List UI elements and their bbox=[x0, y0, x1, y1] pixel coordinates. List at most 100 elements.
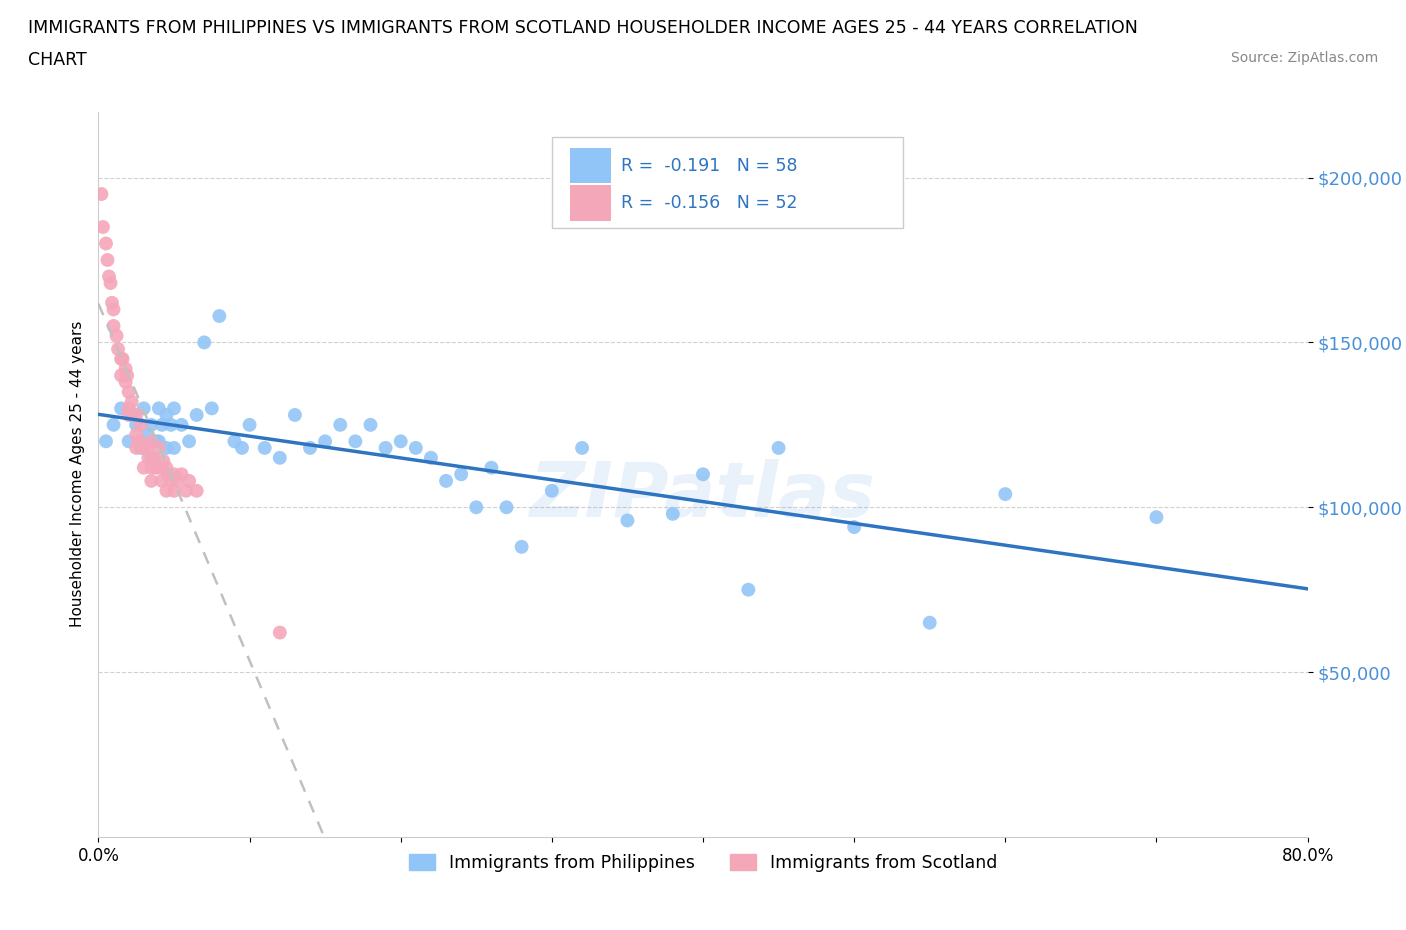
Point bbox=[107, 341, 129, 356]
Point bbox=[768, 441, 790, 456]
Point bbox=[465, 499, 488, 514]
FancyBboxPatch shape bbox=[569, 185, 612, 221]
Point bbox=[163, 441, 186, 456]
Point bbox=[163, 401, 186, 416]
Point bbox=[152, 454, 174, 469]
Point bbox=[141, 434, 163, 449]
Point bbox=[253, 441, 276, 456]
Point bbox=[405, 441, 427, 456]
Point bbox=[110, 368, 132, 383]
Point bbox=[481, 460, 503, 475]
Point bbox=[105, 328, 128, 343]
Point bbox=[101, 296, 124, 311]
Point bbox=[145, 460, 167, 475]
Point bbox=[136, 450, 159, 465]
Point bbox=[135, 441, 157, 456]
Point bbox=[374, 441, 396, 456]
Text: ZIPatlas: ZIPatlas bbox=[530, 459, 876, 533]
Point bbox=[118, 384, 141, 399]
Text: R =  -0.191   N = 58: R = -0.191 N = 58 bbox=[621, 156, 797, 175]
Point bbox=[284, 407, 307, 422]
Point bbox=[118, 434, 141, 449]
Point bbox=[141, 473, 163, 488]
Point bbox=[148, 460, 170, 475]
Point bbox=[616, 513, 638, 528]
Point bbox=[103, 318, 125, 333]
Point bbox=[193, 335, 215, 350]
Point bbox=[103, 418, 125, 432]
Point bbox=[160, 473, 183, 488]
Point bbox=[201, 401, 224, 416]
Point bbox=[145, 434, 167, 449]
Point bbox=[94, 434, 117, 449]
Point bbox=[179, 434, 201, 449]
Point bbox=[129, 418, 152, 432]
Point bbox=[91, 219, 114, 234]
Point bbox=[98, 269, 121, 284]
Point bbox=[1144, 510, 1167, 525]
Point bbox=[163, 484, 186, 498]
Legend: Immigrants from Philippines, Immigrants from Scotland: Immigrants from Philippines, Immigrants … bbox=[402, 847, 1004, 879]
Point bbox=[844, 520, 866, 535]
Point bbox=[132, 460, 155, 475]
FancyBboxPatch shape bbox=[551, 137, 903, 228]
Point bbox=[132, 401, 155, 416]
Point bbox=[155, 407, 177, 422]
Point bbox=[170, 418, 193, 432]
Point bbox=[692, 467, 714, 482]
Point bbox=[179, 473, 201, 488]
Point bbox=[299, 441, 322, 456]
Point bbox=[114, 375, 136, 390]
Point bbox=[155, 460, 177, 475]
Point bbox=[239, 418, 262, 432]
Point bbox=[160, 418, 183, 432]
Point bbox=[994, 486, 1017, 501]
Text: R =  -0.156   N = 52: R = -0.156 N = 52 bbox=[621, 194, 797, 212]
Point bbox=[150, 473, 173, 488]
Point bbox=[495, 499, 517, 514]
Point bbox=[121, 407, 143, 422]
Point bbox=[434, 473, 457, 488]
Point bbox=[132, 441, 155, 456]
Point bbox=[125, 427, 148, 442]
Point bbox=[420, 450, 443, 465]
Point bbox=[148, 401, 170, 416]
Point bbox=[150, 418, 173, 432]
Point bbox=[121, 394, 143, 409]
Text: CHART: CHART bbox=[28, 51, 87, 69]
Point bbox=[737, 582, 759, 597]
Point bbox=[661, 507, 683, 522]
Point bbox=[155, 484, 177, 498]
Point bbox=[231, 441, 253, 456]
Point bbox=[163, 467, 186, 482]
Point bbox=[90, 187, 112, 202]
Point bbox=[128, 434, 150, 449]
Point bbox=[571, 441, 593, 456]
Point bbox=[115, 368, 138, 383]
Point bbox=[329, 418, 352, 432]
Point bbox=[510, 539, 533, 554]
Point bbox=[918, 616, 941, 631]
Point bbox=[186, 484, 208, 498]
Point bbox=[125, 407, 148, 422]
Point bbox=[186, 407, 208, 422]
Point bbox=[143, 450, 166, 465]
Point bbox=[94, 236, 117, 251]
Point bbox=[96, 253, 118, 268]
Point bbox=[344, 434, 367, 449]
Point bbox=[118, 401, 141, 416]
Point bbox=[118, 407, 141, 422]
Point bbox=[100, 275, 122, 290]
Point bbox=[141, 450, 163, 465]
Point bbox=[125, 418, 148, 432]
Point bbox=[269, 625, 291, 640]
Point bbox=[110, 401, 132, 416]
Point bbox=[174, 484, 197, 498]
Point bbox=[125, 441, 148, 456]
Point bbox=[148, 441, 170, 456]
Point bbox=[141, 460, 163, 475]
Point bbox=[114, 362, 136, 377]
Point bbox=[450, 467, 472, 482]
Point bbox=[170, 467, 193, 482]
Point bbox=[110, 352, 132, 366]
